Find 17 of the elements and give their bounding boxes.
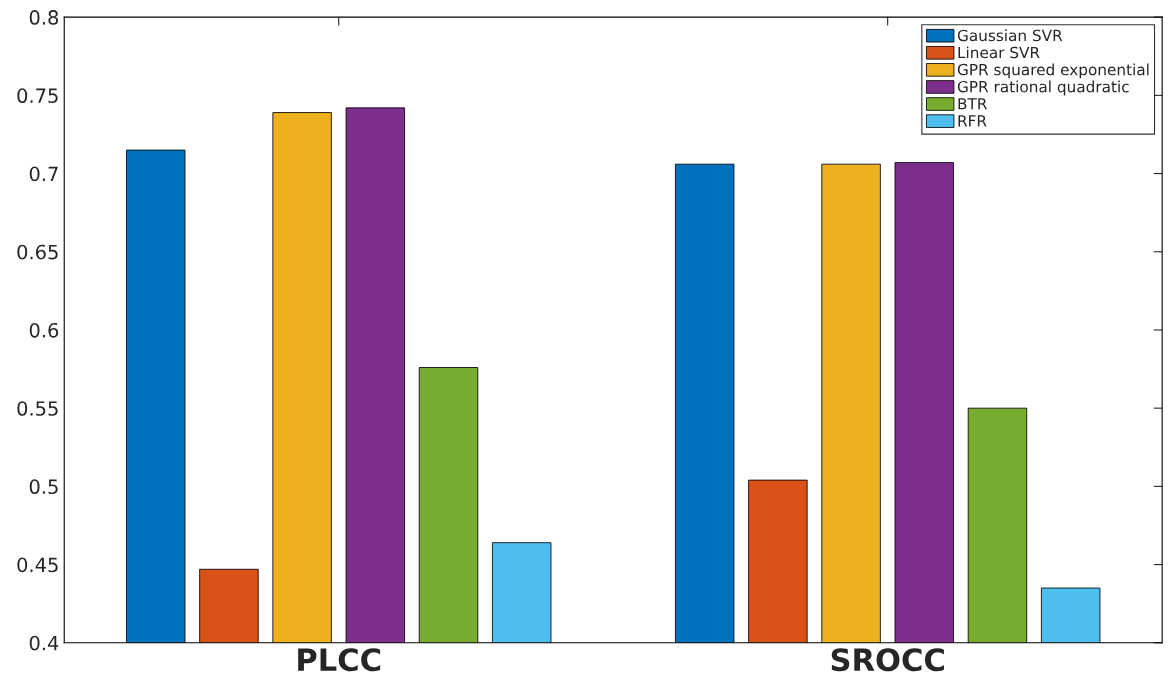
legend-label: GPR rational quadratic bbox=[957, 80, 1129, 96]
y-tick-label: 0.65 bbox=[17, 244, 58, 260]
x-tick-label: PLCC bbox=[298, 648, 381, 672]
y-tick-label: 0.5 bbox=[29, 479, 58, 495]
legend-label: Gaussian SVR bbox=[957, 29, 1063, 42]
y-tick-label: 0.7 bbox=[29, 166, 58, 182]
y-tick-label: 0.45 bbox=[17, 557, 58, 573]
y-tick-label: 0.6 bbox=[29, 322, 59, 338]
y-tick-label: 0.75 bbox=[17, 88, 58, 104]
legend-label: RFR bbox=[958, 115, 987, 127]
y-tick-label: 0.4 bbox=[29, 635, 59, 651]
y-tick-label: 0.8 bbox=[29, 10, 59, 25]
legend-label: GPR squared exponential bbox=[957, 63, 1149, 79]
legend-label: Linear SVR bbox=[958, 46, 1040, 59]
x-tick-label: SROCC bbox=[831, 648, 944, 672]
y-tick-label: 0.55 bbox=[17, 401, 58, 416]
legend-label: BTR bbox=[958, 98, 987, 110]
